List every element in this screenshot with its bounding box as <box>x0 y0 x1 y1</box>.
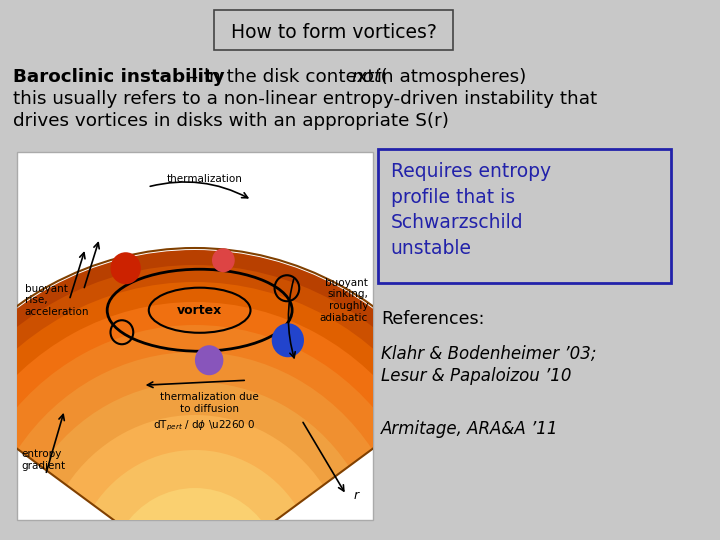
Text: entropy
gradient: entropy gradient <box>22 449 66 471</box>
Wedge shape <box>152 525 238 540</box>
Text: How to form vortices?: How to form vortices? <box>231 23 437 42</box>
Wedge shape <box>41 382 348 540</box>
FancyBboxPatch shape <box>379 149 670 283</box>
Text: dT$_{pert}$ / d$\phi$ \u2260 0: dT$_{pert}$ / d$\phi$ \u2260 0 <box>153 418 256 433</box>
Bar <box>17 152 373 520</box>
Text: Baroclinic instability: Baroclinic instability <box>13 68 225 86</box>
Text: this usually refers to a non-linear entropy-driven instability that: this usually refers to a non-linear entr… <box>13 90 598 108</box>
Wedge shape <box>0 250 451 540</box>
Text: References:: References: <box>382 310 485 328</box>
Circle shape <box>212 248 235 272</box>
Text: Lesur & Papaloizou ’10: Lesur & Papaloizou ’10 <box>382 367 572 385</box>
Text: thermalization: thermalization <box>166 174 243 184</box>
Text: buoyant
rise,
acceleration: buoyant rise, acceleration <box>24 284 89 317</box>
Wedge shape <box>0 265 440 540</box>
Wedge shape <box>18 352 372 540</box>
Wedge shape <box>0 282 426 540</box>
Circle shape <box>110 252 141 284</box>
Text: Armitage, ARA&A ’11: Armitage, ARA&A ’11 <box>382 420 559 438</box>
Wedge shape <box>0 302 411 540</box>
Wedge shape <box>0 325 393 540</box>
Wedge shape <box>123 488 266 540</box>
Circle shape <box>195 345 223 375</box>
Text: drives vortices in disks with an appropriate S(r): drives vortices in disks with an appropr… <box>13 112 449 130</box>
Text: Klahr & Bodenheimer ’03;: Klahr & Bodenheimer ’03; <box>382 345 597 363</box>
Text: vortex: vortex <box>177 303 222 317</box>
Text: thermalization due
to diffusion: thermalization due to diffusion <box>160 392 258 414</box>
Wedge shape <box>67 415 323 540</box>
Circle shape <box>271 323 304 357</box>
Text: r: r <box>353 489 359 502</box>
Wedge shape <box>94 450 296 540</box>
FancyBboxPatch shape <box>215 10 454 50</box>
Text: – in the disk context (: – in the disk context ( <box>189 68 387 86</box>
Text: buoyant
sinking,
roughly
adiabatic: buoyant sinking, roughly adiabatic <box>320 278 368 322</box>
Text: Requires entropy
profile that is
Schwarzschild
unstable: Requires entropy profile that is Schwarz… <box>391 162 551 258</box>
Text: in atmospheres): in atmospheres) <box>371 68 526 86</box>
Text: not: not <box>351 68 381 86</box>
